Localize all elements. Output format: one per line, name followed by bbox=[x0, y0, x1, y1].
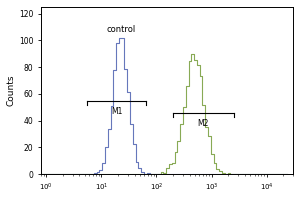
Text: M1: M1 bbox=[111, 107, 122, 116]
Y-axis label: Counts: Counts bbox=[7, 75, 16, 106]
Text: control: control bbox=[107, 25, 136, 34]
Text: M2: M2 bbox=[198, 119, 209, 128]
